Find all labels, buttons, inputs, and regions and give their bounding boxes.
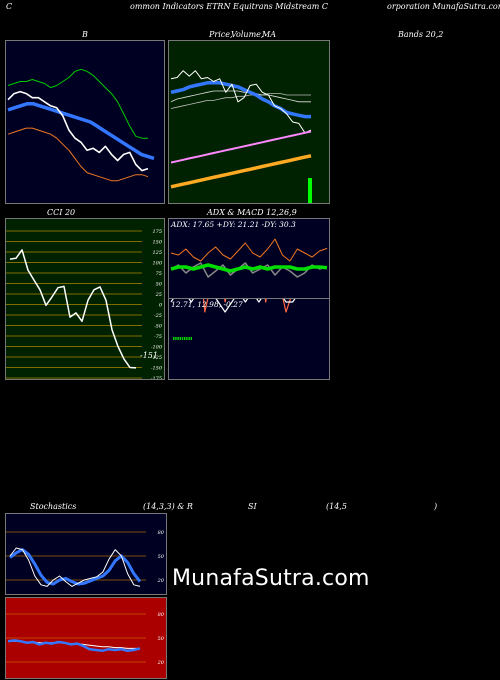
macd-histogram-bar [188,337,190,340]
cci-tick: 25 [155,292,162,298]
cci-tick: -100 [151,345,163,351]
macd-histogram-bar [181,337,184,340]
cci-chart: 175 150 125 100 75 50 25 0 -25 -50 -75 -100 -125 -150… [6,219,164,379]
rsi-panel: 80 50 20 [5,597,167,679]
volume-bar [308,178,312,203]
cci-tick: 50 [156,282,163,288]
cci-title: CCI 20 [47,208,76,217]
ma-long-line [170,93,311,109]
adx-line [170,263,328,273]
volume-title: Volume, [231,30,264,39]
bollinger-panel [5,40,165,204]
adx-panel [168,218,330,300]
bollinger-upper-line [7,68,148,139]
cci-tick: -175 [151,376,162,379]
panel-background [169,41,329,203]
rsi-chart: 80 50 20 [6,598,166,678]
cci-line [9,249,137,369]
macd-histogram-bar [179,337,181,340]
cci-tick: 175 [152,229,162,235]
header-site: orporation MunafaSutra.com [387,2,500,11]
cci-panel: 175 150 125 100 75 50 25 0 -25 -50 -75 -100 -125 -150… [5,218,165,380]
cci-tick: -75 [154,334,162,340]
macd-values: 12.71, 12.98, -0.27 [171,300,243,309]
header-title: ommon Indicators ETRN Equitrans Midstrea… [130,2,329,11]
adx-title: ADX & MACD 12,26,9 [207,208,297,217]
cci-tick: 150 [152,240,162,246]
price-chart [169,41,329,203]
cci-tick: -150 [151,366,163,372]
bands-title: Bands 20,2 [398,30,444,39]
macd-histogram-bar [175,337,177,340]
rsi-tick: 80 [158,612,165,618]
panel-background [169,299,329,379]
adx-values: ADX: 17.65 +DY: 21.21 -DY: 30.3 [171,220,296,229]
stoch-k-line [9,547,141,587]
ma-short-line [170,81,311,119]
header-c: C [6,2,13,11]
macd-histogram-bar [184,337,186,340]
stoch-title: Stochastics [30,502,77,511]
cci-tick: 0 [159,303,163,309]
macd-histogram-bar [186,337,188,340]
price-panel [168,40,330,204]
rsi-close: ) [434,502,438,511]
minus-di-line [170,238,328,262]
cci-tick: 125 [152,250,162,256]
macd-histogram-bar [177,337,179,340]
cci-tick: 100 [152,261,162,267]
ma-pink-line [170,130,312,164]
macd-panel [168,298,330,380]
price-title: Price, [209,30,233,39]
stoch-panel: 80 50 20 [5,513,167,595]
panel-background [6,219,164,379]
adx-chart [169,219,329,299]
macd-histogram-bar [190,337,192,340]
price-line [170,70,312,134]
rsi-tick: 20 [157,660,165,666]
rsi-line [7,639,141,653]
stoch-chart: 80 50 20 [6,514,166,594]
macd-line [170,299,296,313]
bollinger-middle-line [7,102,155,161]
rsi-title: SI [248,502,257,511]
rsi-tick: 50 [158,636,165,642]
bollinger-title: B [82,30,88,39]
rsi-params: (14,5 [326,502,347,511]
cci-current-value: -151 [140,351,158,360]
stoch-tick: 80 [158,530,165,536]
stoch-tick: 20 [157,578,165,584]
cci-tick: -125 [151,355,162,361]
cci-tick: 75 [156,271,162,277]
stoch-d-line [9,548,142,586]
stoch-params: (14,3,3) & R [143,502,193,511]
bollinger-price-line [7,90,149,172]
ma-mid-line [170,90,311,103]
macd-histogram-bar [173,337,175,340]
watermark: MunafaSutra.com [172,566,370,591]
stoch-tick: 50 [158,554,165,560]
cci-tick: -50 [154,324,163,330]
bollinger-lower-line [7,127,149,182]
cci-tick: -25 [154,313,162,319]
bollinger-chart [6,41,164,203]
macd-chart [169,299,329,379]
ma-title: MA [262,30,276,39]
panel-background [169,219,329,299]
ma-orange-line [170,154,312,189]
